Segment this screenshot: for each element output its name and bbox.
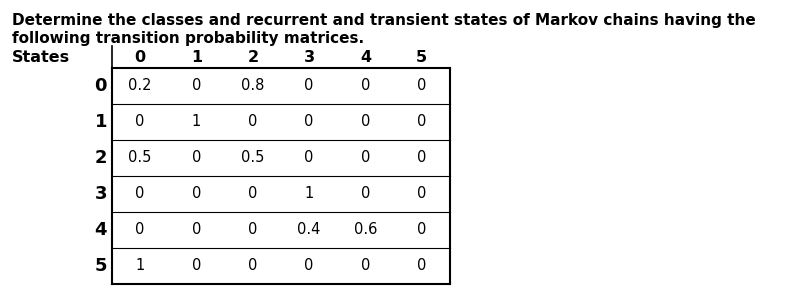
Text: 3: 3 xyxy=(94,185,107,203)
Text: 0: 0 xyxy=(361,114,370,129)
Text: 0: 0 xyxy=(134,50,146,65)
Text: following transition probability matrices.: following transition probability matrice… xyxy=(12,31,364,46)
Text: 0: 0 xyxy=(417,222,426,237)
Text: 0.8: 0.8 xyxy=(241,79,264,94)
Text: 2: 2 xyxy=(248,50,259,65)
Text: 0: 0 xyxy=(248,222,258,237)
Text: 4: 4 xyxy=(94,221,107,239)
Text: 0: 0 xyxy=(135,114,145,129)
Text: 0: 0 xyxy=(417,259,426,274)
Text: 0: 0 xyxy=(191,186,201,201)
Text: 0: 0 xyxy=(361,151,370,166)
Text: 0: 0 xyxy=(191,259,201,274)
Text: 0: 0 xyxy=(305,259,314,274)
Text: 0: 0 xyxy=(191,222,201,237)
Text: 0: 0 xyxy=(248,186,258,201)
Text: 0.4: 0.4 xyxy=(297,222,321,237)
Text: 0: 0 xyxy=(305,114,314,129)
Text: 0: 0 xyxy=(94,77,107,95)
Text: States: States xyxy=(12,50,70,65)
Text: 0.2: 0.2 xyxy=(128,79,152,94)
Text: 0: 0 xyxy=(361,79,370,94)
Text: Determine the classes and recurrent and transient states of Markov chains having: Determine the classes and recurrent and … xyxy=(12,13,755,28)
Text: 1: 1 xyxy=(94,113,107,131)
Text: 0: 0 xyxy=(361,186,370,201)
Text: 5: 5 xyxy=(416,50,427,65)
Text: 3: 3 xyxy=(304,50,315,65)
Text: 0: 0 xyxy=(248,114,258,129)
Text: 1: 1 xyxy=(191,50,202,65)
Text: 0: 0 xyxy=(191,151,201,166)
Text: 0: 0 xyxy=(417,79,426,94)
Text: 1: 1 xyxy=(135,259,145,274)
Text: 5: 5 xyxy=(94,257,107,275)
Text: 0.5: 0.5 xyxy=(241,151,264,166)
Text: 0: 0 xyxy=(417,186,426,201)
Text: 0: 0 xyxy=(417,114,426,129)
Text: 4: 4 xyxy=(360,50,371,65)
Text: 0: 0 xyxy=(361,259,370,274)
Text: 0.6: 0.6 xyxy=(354,222,377,237)
Text: 0: 0 xyxy=(305,151,314,166)
Text: 0: 0 xyxy=(305,79,314,94)
Text: 2: 2 xyxy=(94,149,107,167)
Text: 0: 0 xyxy=(248,259,258,274)
Text: 0: 0 xyxy=(135,186,145,201)
Text: 1: 1 xyxy=(305,186,314,201)
Text: 1: 1 xyxy=(192,114,201,129)
Text: 0: 0 xyxy=(191,79,201,94)
Text: 0.5: 0.5 xyxy=(128,151,152,166)
Text: 0: 0 xyxy=(417,151,426,166)
Text: 0: 0 xyxy=(135,222,145,237)
